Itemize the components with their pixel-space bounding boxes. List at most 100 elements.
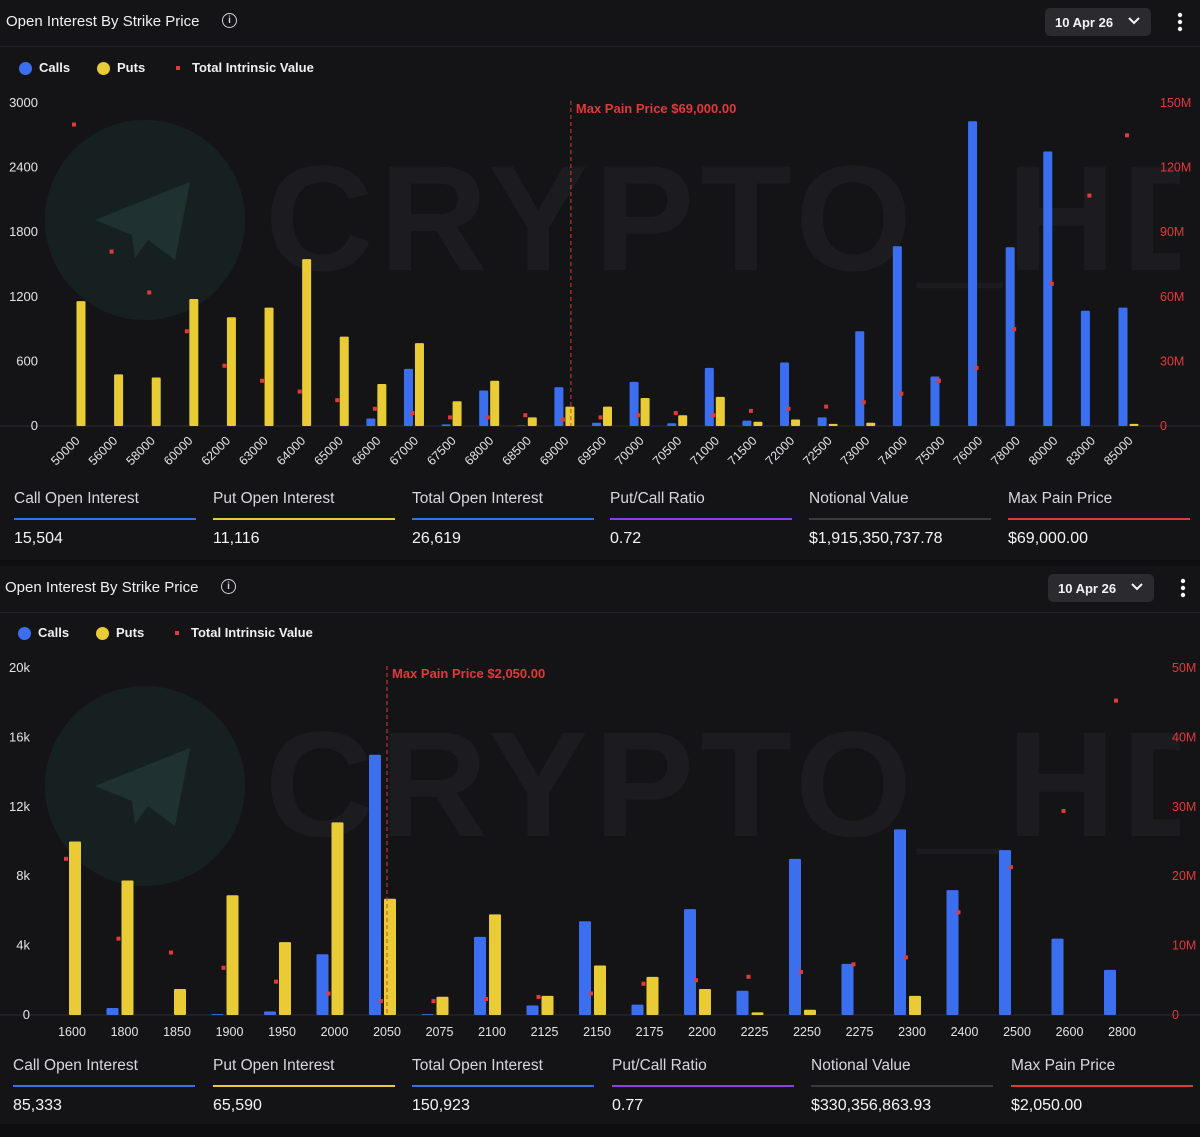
stat-put-open-interest: Put Open Interest 65,590 — [213, 1057, 395, 1114]
point-intrinsic-value — [1061, 808, 1066, 813]
stat-value: 0.77 — [612, 1097, 644, 1114]
point-intrinsic-value — [431, 999, 436, 1004]
stat-underline — [612, 1085, 794, 1087]
stats-row: Call Open Interest 85,333 Put Open Inter… — [0, 1057, 1200, 1137]
calls-dot-icon — [19, 62, 32, 75]
info-icon[interactable]: i — [222, 13, 237, 28]
bar-puts — [527, 417, 537, 426]
max-pain-label: Max Pain Price $69,000.00 — [576, 101, 736, 116]
bar-puts — [174, 988, 186, 1015]
point-intrinsic-value — [956, 910, 961, 915]
x-tick-label: 67000 — [387, 434, 422, 469]
bar-calls — [554, 387, 564, 426]
stat-value: 150,923 — [412, 1097, 470, 1114]
bar-calls — [817, 417, 827, 426]
x-tick-label: 83000 — [1064, 434, 1099, 469]
stat-value: 11,116 — [213, 530, 260, 547]
point-intrinsic-value — [485, 415, 490, 420]
point-intrinsic-value — [147, 290, 152, 295]
more-options-icon[interactable] — [1176, 11, 1184, 33]
stat-value: 85,333 — [13, 1097, 62, 1114]
point-intrinsic-value — [1012, 327, 1017, 332]
intrinsic-square-icon — [175, 631, 179, 635]
x-tick-label: 2175 — [636, 1025, 664, 1039]
point-intrinsic-value — [899, 391, 904, 396]
stat-underline — [412, 1085, 594, 1087]
stat-underline — [1008, 518, 1190, 520]
y-tick-label-right: 0 — [1172, 1008, 1179, 1022]
point-intrinsic-value — [694, 978, 698, 983]
x-tick-label: 2000 — [321, 1025, 349, 1039]
x-tick-label: 75000 — [913, 434, 948, 469]
x-tick-label: 72000 — [763, 434, 798, 469]
date-select-label: 10 Apr 26 — [1055, 15, 1114, 30]
point-intrinsic-value — [379, 999, 383, 1004]
bar-puts — [594, 965, 606, 1015]
legend-intrinsic-label: Total Intrinsic Value — [191, 625, 313, 640]
intrinsic-square-icon — [176, 66, 180, 70]
stat-total-open-interest: Total Open Interest 26,619 — [412, 490, 594, 547]
x-tick-label: 80000 — [1026, 434, 1061, 469]
legend-calls-label: Calls — [39, 60, 71, 75]
x-tick-label: 2200 — [688, 1025, 716, 1039]
chart-panel-eth: Open Interest By Strike Price i 10 Apr 2… — [0, 566, 1200, 1124]
point-intrinsic-value — [598, 415, 603, 420]
stat-call-open-interest: Call Open Interest 15,504 — [14, 490, 196, 547]
stat-underline — [811, 1085, 993, 1087]
point-intrinsic-value — [786, 406, 791, 411]
bar-calls — [1118, 307, 1128, 426]
bar-puts — [490, 380, 500, 426]
point-intrinsic-value — [410, 411, 415, 416]
x-tick-label: 67500 — [424, 434, 459, 469]
max-pain-label: Max Pain Price $2,050.00 — [392, 666, 545, 681]
point-intrinsic-value — [851, 962, 856, 967]
panel-title: Open Interest By Strike Price — [6, 13, 200, 30]
bar-calls — [684, 909, 696, 1015]
x-tick-label: 70000 — [612, 434, 647, 469]
point-intrinsic-value — [861, 400, 866, 405]
point-intrinsic-value — [372, 406, 377, 411]
y-tick-label-left: 0 — [23, 1007, 30, 1022]
x-tick-label: 85000 — [1101, 434, 1136, 469]
bar-puts — [791, 419, 801, 426]
point-intrinsic-value — [536, 994, 541, 999]
stat-label: Call Open Interest — [13, 1057, 138, 1074]
x-tick-label: 76000 — [951, 434, 986, 469]
bar-calls — [366, 418, 376, 426]
info-icon[interactable]: i — [221, 579, 236, 594]
bar-calls — [629, 381, 639, 426]
stat-underline — [610, 518, 792, 520]
x-tick-label: 78000 — [988, 434, 1023, 469]
bar-calls — [892, 246, 902, 426]
point-intrinsic-value — [936, 378, 941, 383]
x-tick-label: 73000 — [838, 434, 873, 469]
x-tick-label: 64000 — [274, 434, 309, 469]
point-intrinsic-value — [1114, 698, 1118, 703]
x-tick-label: 69000 — [537, 434, 572, 469]
stat-value: 15,504 — [14, 530, 63, 547]
point-intrinsic-value — [746, 974, 751, 979]
stat-label: Put/Call Ratio — [610, 490, 705, 507]
stat-value: 26,619 — [412, 530, 461, 547]
y-tick-label-right: 150M — [1160, 96, 1191, 110]
bar-puts — [76, 301, 86, 426]
chevron-down-icon — [1128, 17, 1140, 25]
bar-puts — [151, 377, 161, 426]
date-select-button[interactable]: 10 Apr 26 — [1045, 8, 1151, 36]
more-options-icon[interactable] — [1179, 577, 1187, 599]
bar-calls — [780, 362, 790, 426]
x-tick-label: 2075 — [426, 1025, 454, 1039]
y-tick-label-left: 20k — [9, 660, 30, 675]
y-tick-label-right: 50M — [1172, 661, 1196, 675]
x-tick-label: 62000 — [199, 434, 234, 469]
stat-total-open-interest: Total Open Interest 150,923 — [412, 1057, 594, 1114]
stat-notional-value: Notional Value $1,915,350,737.78 — [809, 490, 991, 547]
chart-area: 0 600 1200 1800 2400 3000 0 30M 60M 90M 120M 150M 50… — [0, 95, 1200, 469]
bar-puts — [384, 898, 396, 1015]
y-tick-label-right: 30M — [1172, 800, 1196, 814]
chevron-down-icon — [1131, 583, 1143, 591]
bar-puts — [452, 401, 462, 426]
point-intrinsic-value — [448, 415, 453, 420]
puts-dot-icon — [97, 62, 110, 75]
date-select-button[interactable]: 10 Apr 26 — [1048, 574, 1154, 602]
